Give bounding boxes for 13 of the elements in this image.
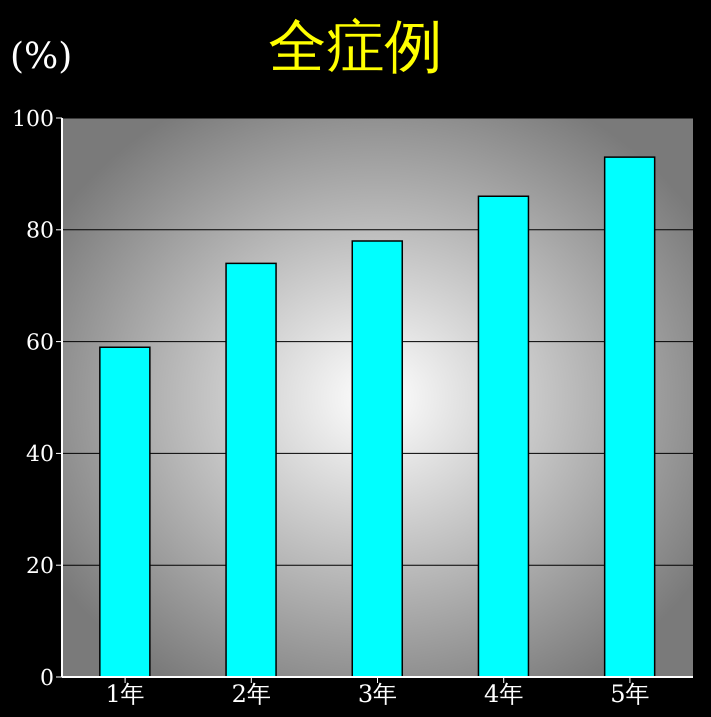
y-tick-label: 20 xyxy=(26,554,54,580)
x-tick-label: 3年 xyxy=(358,680,398,708)
y-tick-label: 40 xyxy=(26,442,54,468)
chart-title: 全症例 xyxy=(268,12,442,80)
x-tick-label: 5年 xyxy=(610,680,650,708)
y-tick-label: 60 xyxy=(26,330,54,356)
x-tick-label: 4年 xyxy=(484,680,524,708)
x-tick-label: 1年 xyxy=(105,680,145,708)
y-axis-title: (%) xyxy=(10,36,72,77)
y-tick-label: 0 xyxy=(40,666,54,691)
y-tick-label: 100 xyxy=(12,106,54,132)
y-tick-label: 80 xyxy=(26,218,54,244)
x-tick-label: 2年 xyxy=(232,680,271,708)
